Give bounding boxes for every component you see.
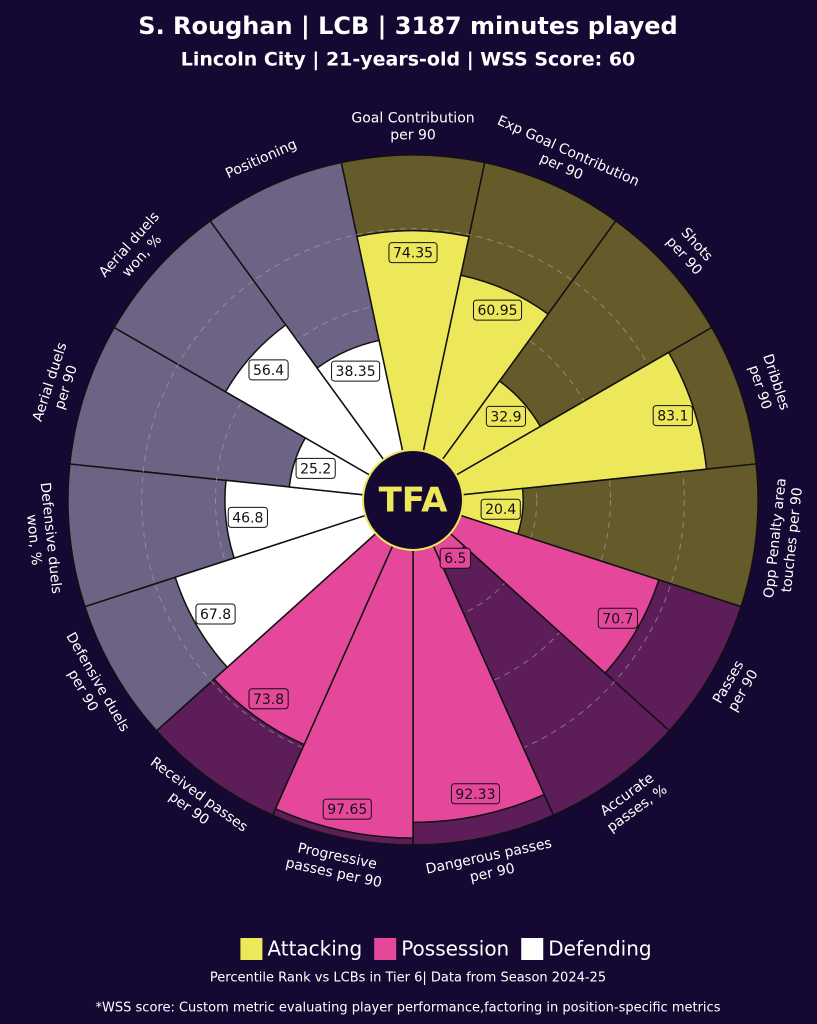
value-text: 6.5 [444, 551, 466, 567]
value-label: 32.9 [485, 405, 527, 427]
value-box [388, 242, 438, 264]
category-text: per 90 [390, 128, 436, 144]
value-text: 60.95 [477, 303, 517, 319]
value-text: 73.8 [253, 692, 284, 708]
legend-text: Attacking [267, 937, 362, 961]
footnote: *WSS score: Custom metric evaluating pla… [96, 1001, 721, 1016]
value-text: 83.1 [657, 409, 688, 425]
legend-swatch [240, 938, 263, 960]
value-text: 92.33 [455, 787, 495, 803]
value-box [248, 359, 289, 381]
value-label: 74.35 [388, 242, 438, 264]
value-label: 60.95 [472, 299, 523, 321]
value-box [331, 360, 381, 382]
value-text: 38.35 [336, 364, 376, 380]
value-box [652, 405, 693, 427]
value-box [322, 798, 372, 820]
value-label: 46.8 [227, 506, 268, 528]
legend-text: Defending [548, 937, 651, 961]
value-box [195, 603, 236, 625]
value-label: 83.1 [652, 405, 693, 427]
value-text: 74.35 [393, 246, 433, 262]
value-box [248, 688, 289, 710]
category-text: Goal Contribution [351, 111, 474, 127]
legend: Attacking Possession Defending [240, 937, 652, 961]
value-text: 97.65 [327, 802, 367, 818]
value-label: 70.7 [597, 607, 638, 629]
logo: TFA [379, 481, 449, 521]
category-text: won, % [23, 514, 44, 566]
value-text: 46.8 [232, 510, 263, 526]
center [362, 449, 464, 551]
value-box [597, 607, 638, 629]
category-text: Positioning [223, 136, 299, 182]
value-box [472, 299, 523, 321]
value-box [439, 547, 471, 569]
value-text: 32.9 [490, 409, 521, 425]
value-label: 25.2 [295, 457, 336, 479]
value-text: 70.7 [602, 611, 633, 627]
grid-circle [141, 228, 685, 772]
value-label: 6.5 [439, 547, 471, 569]
value-text: 25.2 [300, 461, 331, 477]
value-label: 97.65 [322, 798, 372, 820]
value-label: 56.4 [248, 359, 289, 381]
value-box [485, 405, 527, 427]
legend-text: Possession [401, 937, 509, 961]
legend-swatch [521, 938, 544, 960]
value-box [295, 457, 336, 479]
value-text: 67.8 [200, 607, 231, 623]
chart-subtitle: Lincoln City | 21-years-old | WSS Score:… [181, 49, 636, 71]
category-label: Positioning [223, 136, 299, 182]
footnote: Percentile Rank vs LCBs in Tier 6| Data … [210, 971, 606, 986]
value-box [480, 498, 521, 520]
value-text: 56.4 [253, 363, 284, 379]
legend-swatch [374, 938, 397, 960]
value-box [450, 783, 500, 805]
chart-title: S. Roughan | LCB | 3187 minutes played [138, 12, 677, 40]
value-text: 20.4 [485, 502, 516, 518]
value-label: 67.8 [195, 603, 236, 625]
value-box [227, 506, 268, 528]
value-label: 20.4 [480, 498, 521, 520]
value-label: 92.33 [450, 783, 500, 805]
value-label: 38.35 [331, 360, 381, 382]
value-label: 73.8 [248, 688, 289, 710]
